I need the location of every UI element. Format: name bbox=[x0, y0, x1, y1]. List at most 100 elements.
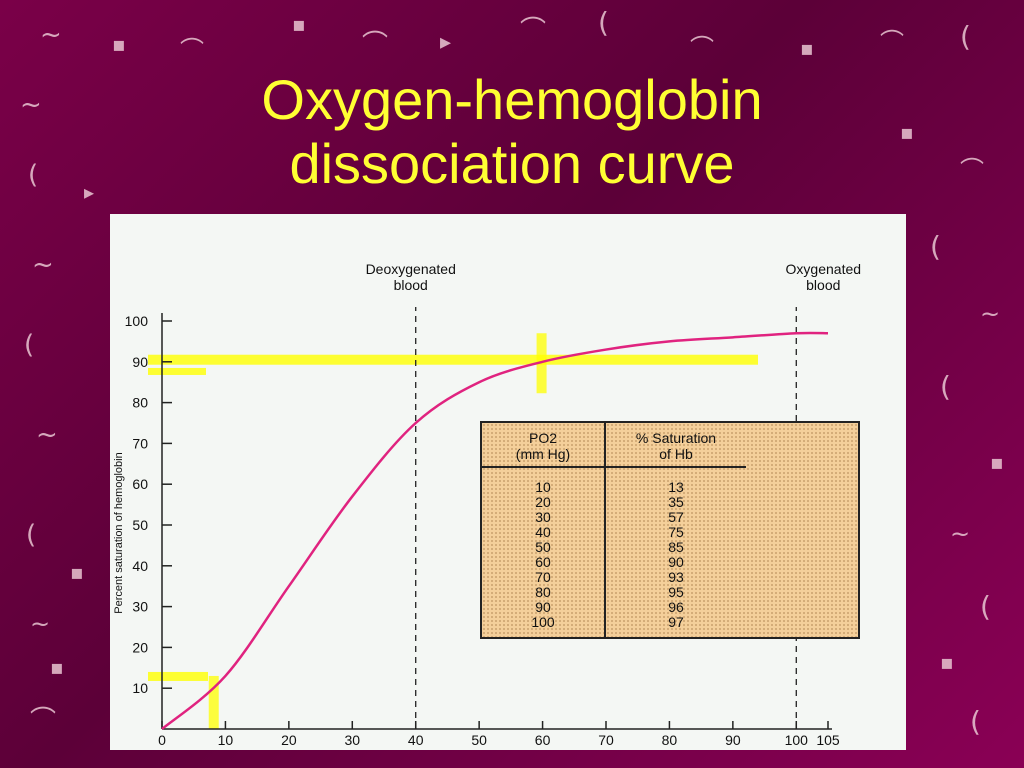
x-tick-label: 60 bbox=[535, 732, 551, 748]
confetti-decoration: ⌒ bbox=[880, 28, 904, 56]
x-tick-label: 0 bbox=[158, 732, 166, 748]
table-cell-saturation: 13 bbox=[668, 479, 684, 495]
confetti-decoration: ( bbox=[28, 160, 39, 190]
po2-values: 10 20 30 40 50 60 70 80 90 100 bbox=[482, 468, 604, 630]
confetti-decoration: ( bbox=[930, 230, 941, 263]
table-cell-saturation: 57 bbox=[668, 509, 684, 525]
x-tick-label: 100 bbox=[785, 732, 809, 748]
table-cell-po2: 30 bbox=[535, 509, 551, 525]
x-tick-label: 40 bbox=[408, 732, 424, 748]
table-cell-po2: 90 bbox=[535, 599, 551, 615]
saturation-header-line2: of Hb bbox=[659, 446, 693, 462]
table-cell-po2: 40 bbox=[535, 524, 551, 540]
confetti-decoration: ▪ bbox=[70, 560, 84, 584]
y-tick-label: 20 bbox=[132, 639, 148, 655]
confetti-decoration: ⌒ bbox=[362, 30, 389, 60]
confetti-decoration: ⌒ bbox=[180, 36, 204, 64]
y-axis-label: Percent saturation of hemoglobin bbox=[113, 452, 125, 613]
confetti-decoration: ( bbox=[960, 20, 971, 53]
confetti-decoration: ~ bbox=[980, 300, 1001, 328]
x-tick-label: 90 bbox=[725, 732, 741, 748]
annotation-label-line2: blood bbox=[394, 277, 428, 293]
confetti-decoration: ( bbox=[940, 370, 951, 403]
po2-header-line1: PO2 bbox=[528, 430, 557, 446]
confetti-decoration: ( bbox=[980, 590, 991, 623]
highlight-13-band bbox=[148, 671, 208, 681]
table-cell-saturation: 35 bbox=[668, 494, 684, 510]
table-cell-saturation: 95 bbox=[668, 584, 684, 600]
saturation-header: % Saturation of Hb bbox=[606, 423, 746, 468]
confetti-decoration: ~ bbox=[20, 90, 42, 120]
confetti-decoration: ▸ bbox=[84, 180, 95, 204]
chart-figure: 10 20 30 40 50 60 70 80 90 100 0 10 20 30 40 50 60 70 80 90… bbox=[110, 214, 906, 750]
table-cell-po2: 80 bbox=[535, 584, 551, 600]
table-cell-po2: 10 bbox=[535, 479, 551, 495]
saturation-table: PO2 (mm Hg) 10 20 30 40 50 60 70 80 90 100 % Satu… bbox=[480, 421, 860, 639]
confetti-decoration: ( bbox=[970, 705, 981, 738]
confetti-decoration: ▪ bbox=[900, 120, 914, 144]
confetti-decoration: ~ bbox=[36, 420, 58, 450]
table-cell-po2: 60 bbox=[535, 554, 551, 570]
y-tick-label: 50 bbox=[132, 517, 148, 533]
confetti-decoration: ⌒ bbox=[30, 706, 57, 736]
table-cell-po2: 20 bbox=[535, 494, 551, 510]
confetti-decoration: ▪ bbox=[50, 655, 64, 679]
confetti-decoration: ▪ bbox=[990, 450, 1004, 474]
confetti-decoration: ~ bbox=[950, 520, 971, 548]
table-cell-saturation: 93 bbox=[668, 569, 684, 585]
y-tick-label: 30 bbox=[132, 599, 148, 615]
annotation-label-line1: Deoxygenated bbox=[366, 261, 456, 277]
table-cell-saturation: 96 bbox=[668, 599, 684, 615]
po2-header-line2: (mm Hg) bbox=[515, 446, 571, 462]
highlight-90-band bbox=[148, 354, 758, 365]
x-tick-label: 105 bbox=[816, 732, 840, 748]
confetti-decoration: ~ bbox=[32, 250, 54, 280]
table-cell-po2: 50 bbox=[535, 539, 551, 555]
chart-labels: Percent saturation of hemoglobin Deoxygen… bbox=[113, 261, 861, 614]
po2-header: PO2 (mm Hg) bbox=[482, 423, 604, 468]
confetti-decoration: ▪ bbox=[940, 650, 954, 674]
confetti-decoration: ( bbox=[598, 6, 609, 39]
highlight-10-mark bbox=[208, 675, 219, 729]
confetti-decoration: ⌒ bbox=[960, 156, 984, 184]
table-cell-saturation: 90 bbox=[668, 554, 684, 570]
confetti-decoration: ▪ bbox=[292, 12, 306, 36]
confetti-decoration: ~ bbox=[30, 610, 51, 638]
y-tick-label: 10 bbox=[132, 680, 148, 696]
y-tick-label: 60 bbox=[132, 476, 148, 492]
x-tick-label: 20 bbox=[281, 732, 297, 748]
table-cell-saturation: 97 bbox=[668, 614, 684, 630]
confetti-decoration: ⌒ bbox=[520, 16, 547, 46]
y-tick-label: 90 bbox=[132, 354, 148, 370]
x-tick-label: 10 bbox=[218, 732, 234, 748]
y-tick-label: 100 bbox=[125, 313, 149, 329]
po2-column: PO2 (mm Hg) 10 20 30 40 50 60 70 80 90 100 bbox=[482, 423, 606, 637]
x-tick-label: 80 bbox=[662, 732, 678, 748]
highlight-90-mark bbox=[148, 367, 206, 375]
x-tick-label: 30 bbox=[344, 732, 360, 748]
curve-layer bbox=[161, 331, 829, 730]
table-cell-po2: 70 bbox=[535, 569, 551, 585]
slide-title-line1: Oxygen-hemoglobin bbox=[261, 68, 763, 131]
y-tick-label: 80 bbox=[132, 395, 148, 411]
saturation-header-line1: % Saturation bbox=[635, 430, 717, 446]
table-cell-saturation: 75 bbox=[668, 524, 684, 540]
saturation-curve bbox=[161, 331, 829, 730]
slide-title: Oxygen-hemoglobin dissociation curve bbox=[0, 68, 1024, 196]
slide-title-line2: dissociation curve bbox=[289, 132, 735, 195]
confetti-decoration: ⌒ bbox=[690, 34, 714, 62]
y-tick-label: 40 bbox=[132, 558, 148, 574]
x-tick-label: 70 bbox=[598, 732, 614, 748]
annotation-label-line2: blood bbox=[806, 277, 840, 293]
confetti-decoration: ( bbox=[26, 520, 37, 550]
y-tick-label: 70 bbox=[132, 435, 148, 451]
confetti-decoration: ( bbox=[24, 330, 35, 360]
saturation-values: 13 35 57 75 85 90 93 95 96 97 bbox=[606, 468, 746, 630]
table-cell-po2: 100 bbox=[531, 614, 555, 630]
confetti-decoration: ▪ bbox=[112, 32, 126, 56]
annotation-label-line1: Oxygenated bbox=[786, 261, 862, 277]
x-tick-label: 50 bbox=[471, 732, 487, 748]
